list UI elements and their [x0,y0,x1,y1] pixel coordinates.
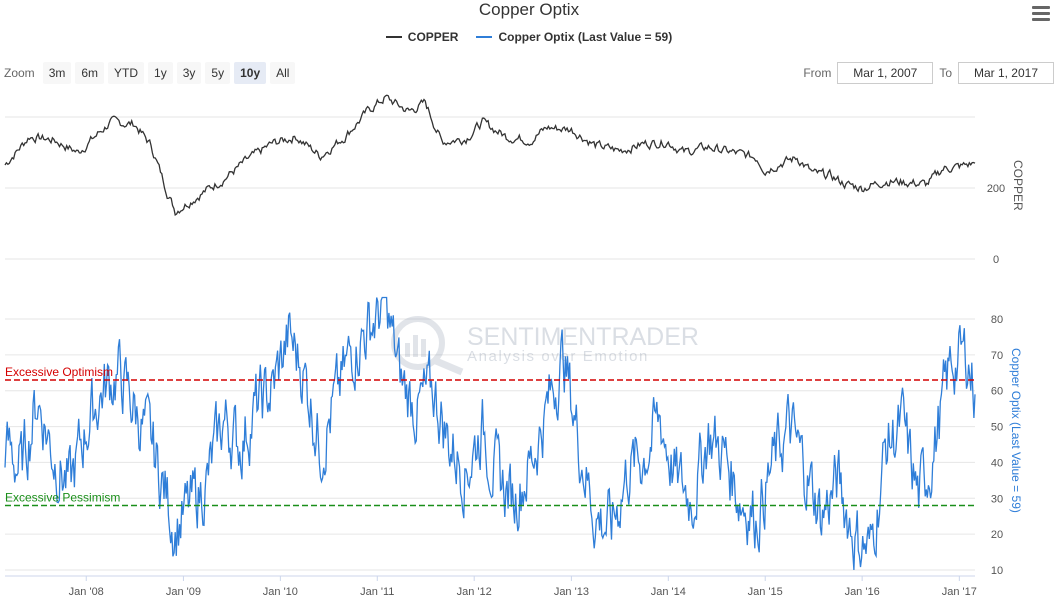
x-tick-label: Jan '17 [942,586,977,598]
x-tick-label: Jan '11 [360,586,394,598]
watermark-bar-2 [413,335,418,357]
copper-tick-label: 200 [987,183,1005,195]
excessive-pessimism-label: Excessive Pessimism [5,490,120,504]
date-range: From To [803,62,1054,84]
optix-tick-label: 50 [991,422,1003,434]
x-axis-labels: Jan '08 Jan '09 Jan '10 Jan '11 Jan '12 Jan '… [69,576,977,598]
zoom-bar: Zoom 3m 6m YTD 1y 3y 5y 10y All [4,62,296,84]
zoom-label: Zoom [4,66,35,80]
optix-tick-label: 60 [991,386,1003,398]
x-tick-label: Jan '09 [166,586,201,598]
legend-label-copper: COPPER [407,30,459,44]
copper-axis-title: COPPER [1011,160,1025,211]
zoom-button-10y[interactable]: 10y [234,62,267,84]
optix-tick-label: 70 [991,350,1003,362]
x-tick-label: Jan '10 [263,586,298,598]
optix-tick-label: 80 [991,314,1003,326]
optix-tick-label: 30 [991,493,1003,505]
zoom-button-3y[interactable]: 3y [176,62,202,84]
x-tick-label: Jan '08 [69,586,104,598]
copper-tick-label: 0 [993,254,999,266]
copper-axis-labels: 0 200 [987,183,1005,266]
excessive-optimism-label: Excessive Optimism [5,365,113,379]
optix-tick-label: 10 [991,565,1003,577]
zoom-button-1y[interactable]: 1y [148,62,173,84]
to-label: To [939,66,952,80]
watermark-bar-1 [405,343,410,357]
legend-swatch-copper [385,36,402,38]
watermark-bar-3 [421,339,426,357]
legend-label-optix: Copper Optix (Last Value = 59) [498,30,673,44]
x-tick-label: Jan '14 [651,586,686,598]
optix-axis-labels: 10 20 30 40 50 60 70 80 [991,314,1003,577]
legend-item-optix[interactable]: Copper Optix (Last Value = 59) [476,30,672,44]
x-tick-label: Jan '12 [457,586,492,598]
chart-menu-icon[interactable] [1032,6,1050,22]
optix-series-line [4,296,976,571]
chart-title: Copper Optix [478,0,580,19]
watermark-tagline: Analysis over Emotion [467,348,649,365]
zoom-button-all[interactable]: All [270,62,296,84]
zoom-button-6m[interactable]: 6m [75,62,105,84]
zoom-button-3m[interactable]: 3m [42,62,72,84]
legend-item-copper[interactable]: COPPER [385,30,459,44]
copper-series-line [4,94,976,216]
zoom-button-5y[interactable]: 5y [205,62,231,84]
legend-swatch-optix [476,36,493,38]
optix-tick-label: 40 [991,457,1003,469]
from-label: From [803,66,832,80]
x-tick-label: Jan '15 [748,586,783,598]
zoom-button-ytd[interactable]: YTD [108,62,145,84]
optix-tick-label: 20 [991,529,1003,541]
sentimentrader-watermark: SENTIMENTRADER Analysis over Emotion [391,316,699,376]
legend: COPPER Copper Optix (Last Value = 59) [0,30,1058,44]
watermark-magnifier-handle [434,357,464,376]
watermark-brand: SENTIMENTRADER [467,323,699,351]
x-tick-label: Jan '13 [554,586,589,598]
x-tick-label: Jan '16 [845,586,880,598]
optix-axis-title: Copper Optix (Last Value = 59) [1009,348,1023,513]
to-date-input[interactable] [958,62,1054,84]
copper-gridlines [5,116,975,260]
from-date-input[interactable] [837,62,934,84]
